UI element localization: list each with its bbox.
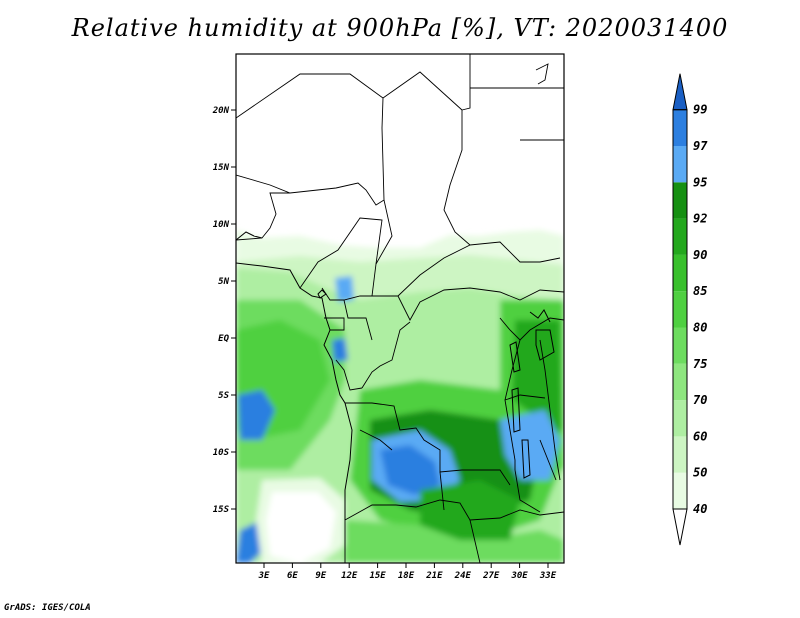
colorbar-segment — [673, 400, 687, 437]
colorbar-label: 40 — [693, 502, 707, 516]
map-title: Relative humidity at 900hPa [%], VT: 202… — [71, 14, 729, 42]
lon-tick-label: 21E — [425, 571, 443, 581]
lon-tick-label: 24E — [454, 571, 472, 581]
longitude-ticks: 3E 6E 9E 12E 15E 18E 21E 24E 27E 30E 33E — [258, 563, 557, 581]
lat-tick-label: 5S — [218, 391, 229, 401]
colorbar: 40 50 60 70 75 80 85 90 92 95 97 99 — [672, 73, 708, 546]
colorbar-label: 50 — [693, 466, 707, 480]
colorbar-label: 97 — [693, 139, 708, 153]
lon-tick-label: 30E — [510, 571, 528, 581]
colorbar-low-triangle — [672, 508, 688, 546]
lon-tick-label: 9E — [315, 571, 326, 581]
humidity-field — [236, 54, 564, 563]
colorbar-outline — [672, 109, 688, 510]
colorbar-label: 75 — [693, 357, 707, 371]
coastline — [236, 231, 555, 520]
country-borders — [236, 54, 564, 563]
colorbar-segment — [673, 254, 687, 292]
lon-tick-label: 33E — [539, 571, 557, 581]
colorbar-segment — [673, 327, 687, 364]
map-frame — [235, 53, 565, 564]
lon-tick-label: 3E — [258, 571, 270, 581]
colorbar-high-triangle — [672, 73, 688, 111]
colorbar-segment — [673, 109, 687, 146]
colorbar-segment — [673, 436, 687, 473]
colorbar-label: 85 — [693, 284, 707, 298]
colorbar-segment — [673, 146, 687, 183]
lon-tick-label: 6E — [287, 571, 298, 581]
lon-tick-label: 12E — [341, 571, 358, 581]
colorbar-segment — [673, 291, 687, 328]
colorbar-label: 92 — [693, 212, 707, 226]
lat-tick-label: 15N — [213, 163, 230, 173]
colorbar-label: 70 — [693, 393, 707, 407]
colorbar-segment — [673, 218, 687, 255]
colorbar-label: 99 — [693, 103, 707, 117]
colorbar-label: 95 — [693, 175, 707, 189]
grads-credit: GrADS: IGES/COLA — [4, 603, 91, 613]
colorbar-segment — [673, 182, 687, 219]
lat-tick-label: 15S — [213, 505, 230, 515]
colorbar-segment — [673, 363, 687, 401]
lon-tick-label: 27E — [482, 571, 500, 581]
lat-tick-label: 5N — [218, 277, 229, 287]
lon-tick-label: 18E — [398, 571, 415, 581]
latitude-ticks: 20N 15N 10N 5N EQ 5S 10S 15S — [212, 106, 236, 515]
colorbar-label: 80 — [693, 321, 707, 335]
colorbar-segment — [673, 472, 687, 509]
lat-tick-label: EQ — [218, 334, 229, 344]
lat-tick-label: 10S — [213, 448, 230, 458]
colorbar-label: 60 — [693, 429, 707, 443]
lat-tick-label: 20N — [212, 106, 230, 116]
lat-tick-label: 10N — [213, 220, 230, 230]
lon-tick-label: 15E — [369, 571, 386, 581]
colorbar-label: 90 — [693, 248, 707, 262]
